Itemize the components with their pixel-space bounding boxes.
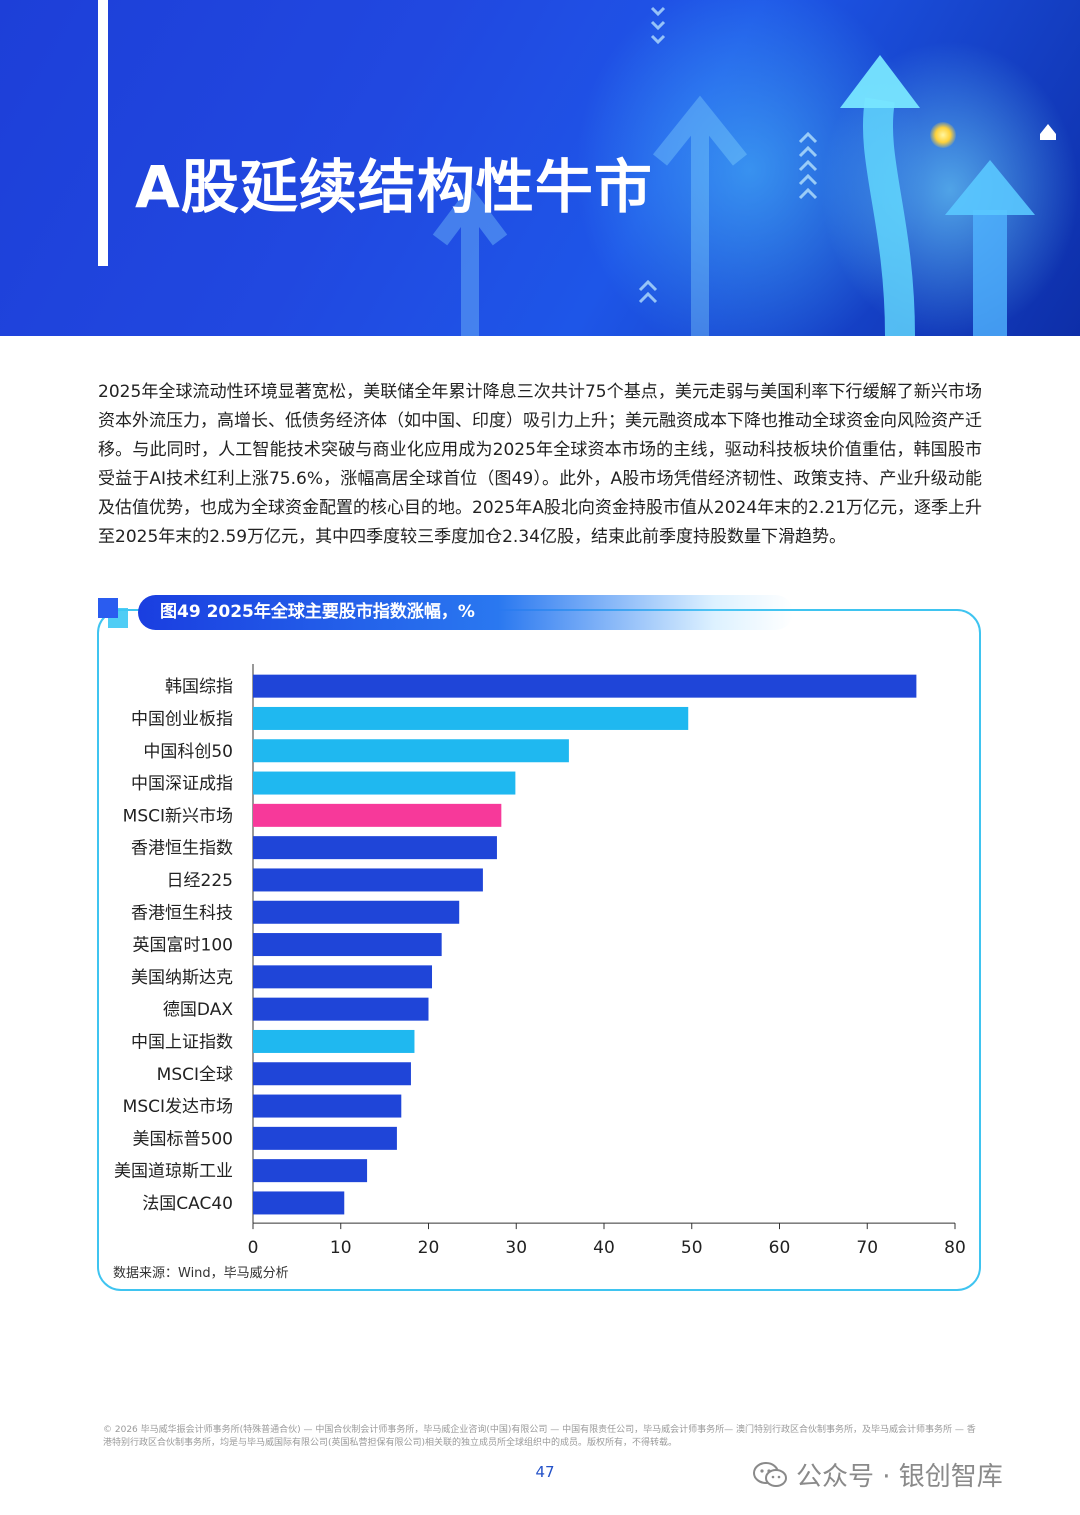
title-accent-bar [98,0,108,266]
body-paragraph: 2025年全球流动性环境显著宽松，美联储全年累计降息三次共计75个基点，美元走弱… [98,382,983,547]
bar [253,1029,415,1053]
chart-caption-tag [138,595,793,630]
x-tick-label: 70 [856,1238,878,1258]
bar [253,803,502,827]
banner-arrows-decoration [432,6,1056,336]
category-label: 美国纳斯达克 [131,968,233,988]
category-label: 法国CAC40 [142,1194,233,1214]
x-tick-label: 80 [944,1238,966,1258]
caption-square-dark [98,598,118,618]
bar [253,933,442,957]
category-label: 英国富时100 [133,936,233,956]
bar [253,1126,397,1150]
category-label: 中国创业板指 [131,709,233,729]
bar [253,1094,402,1118]
category-label: 中国科创50 [143,742,233,762]
category-label: 中国深证成指 [131,774,233,794]
category-label: MSCI发达市场 [123,1097,233,1117]
x-tick-label: 0 [248,1238,259,1258]
category-label: 美国道琼斯工业 [114,1162,233,1182]
bar [253,836,497,860]
x-tick-label: 50 [681,1238,703,1258]
bar [253,1191,345,1215]
category-label: 香港恒生指数 [131,839,233,859]
category-label: 香港恒生科技 [131,903,233,923]
bar [253,868,483,892]
bar [253,1159,368,1183]
category-label: MSCI全球 [157,1065,233,1085]
page-title: A股延续结构性牛市 [135,153,653,221]
bar [253,900,460,924]
x-tick-label: 20 [418,1238,440,1258]
watermark-text: 公众号 · 银创智库 [796,1462,1003,1492]
category-label: MSCI新兴市场 [123,806,233,826]
chart-source: 数据来源：Wind，毕马威分析 [113,1266,289,1281]
bar [253,771,516,795]
category-label: 德国DAX [163,1000,233,1020]
category-label: 日经225 [167,871,233,891]
category-label: 韩国综指 [165,677,233,697]
category-label: 中国上证指数 [131,1032,233,1052]
bar [253,706,689,730]
wechat-icon [753,1461,787,1487]
page-number: 47 [535,1463,555,1481]
header-banner: A股延续结构性牛市 [0,0,1080,336]
bar [253,965,433,989]
bar [253,1062,411,1086]
bar [253,674,917,698]
chart-caption: 图49 2025年全球主要股市指数涨幅，% [160,602,475,622]
category-label: 美国标普500 [133,1129,233,1149]
x-tick-label: 60 [769,1238,791,1258]
x-tick-label: 40 [593,1238,615,1258]
footer-copyright: © 2026 毕马威华振会计师事务所(特殊普通合伙) — 中国合伙制会计师事务所… [103,1425,976,1448]
x-tick-label: 30 [505,1238,527,1258]
bar [253,997,429,1021]
bar [253,739,569,763]
watermark: 公众号 · 银创智库 [752,1456,1003,1493]
light-dot [930,122,956,148]
x-tick-label: 10 [330,1238,352,1258]
